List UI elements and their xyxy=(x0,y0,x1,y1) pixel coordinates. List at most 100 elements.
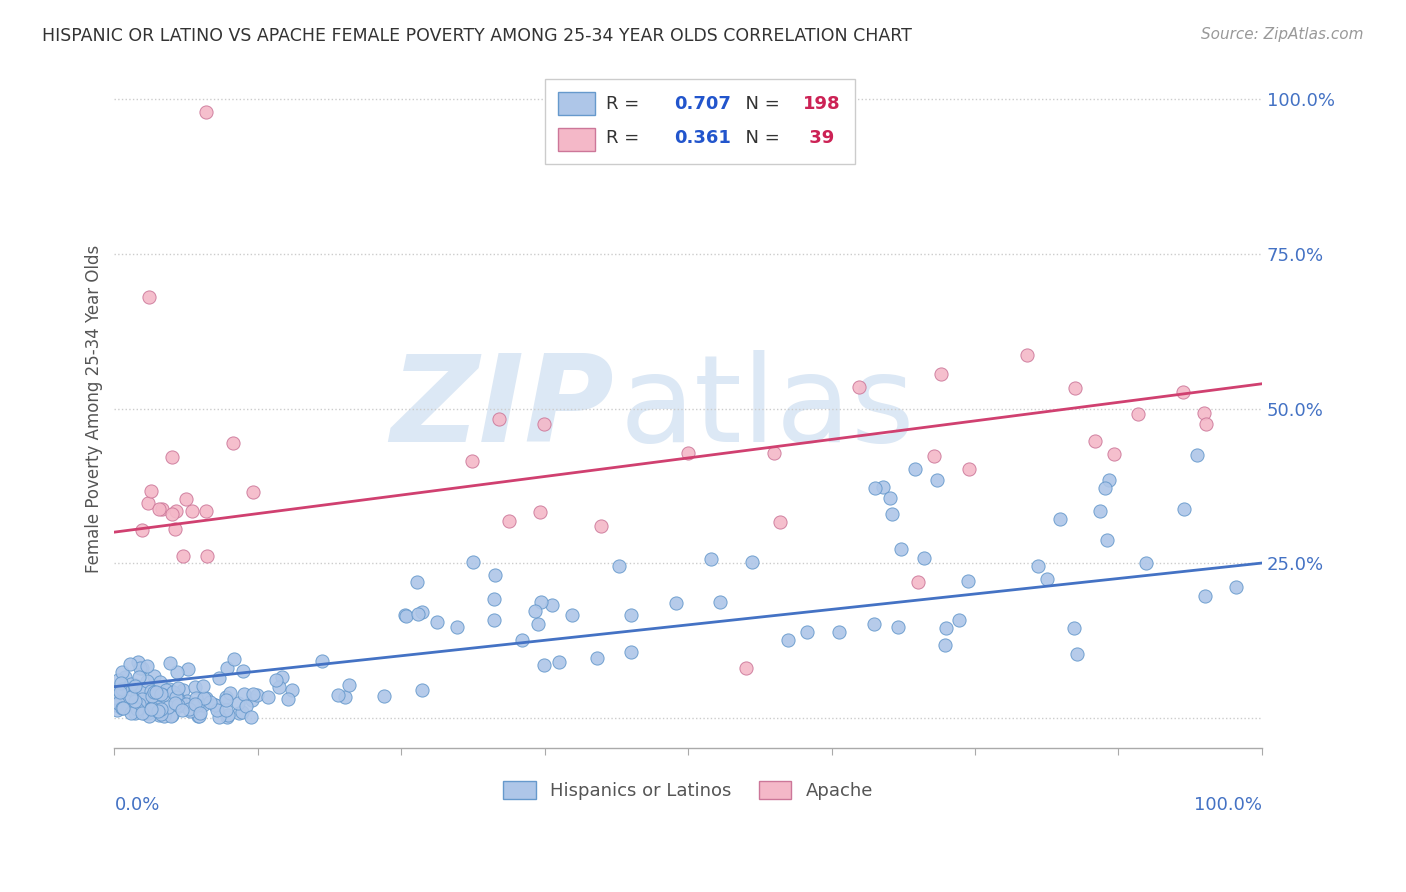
Point xyxy=(136,659,159,673)
Point xyxy=(1036,572,1059,586)
Point xyxy=(160,709,183,723)
Point xyxy=(107,673,129,688)
Point xyxy=(1192,406,1215,420)
Point xyxy=(195,690,218,705)
Point xyxy=(1185,448,1208,462)
Point xyxy=(184,697,207,711)
Point xyxy=(224,651,246,665)
Point xyxy=(922,449,945,463)
Point xyxy=(124,694,146,708)
Point xyxy=(138,709,160,723)
Point xyxy=(166,690,188,704)
Point xyxy=(523,604,546,618)
Point xyxy=(1171,384,1194,399)
Point xyxy=(411,605,433,619)
Point xyxy=(482,592,505,607)
Text: N =: N = xyxy=(734,128,786,147)
Point xyxy=(394,609,416,624)
Point xyxy=(120,690,142,704)
Point xyxy=(156,700,179,714)
Point xyxy=(159,682,181,697)
Point xyxy=(148,705,170,719)
FancyBboxPatch shape xyxy=(558,92,595,115)
Point xyxy=(124,680,146,694)
Point xyxy=(934,638,956,652)
Point xyxy=(111,700,134,714)
Point xyxy=(174,491,197,506)
Point xyxy=(208,710,231,724)
Point xyxy=(163,522,186,536)
Point xyxy=(848,380,870,394)
Point xyxy=(128,669,150,683)
Point xyxy=(110,676,132,690)
Point xyxy=(153,705,176,719)
Point xyxy=(136,706,159,720)
Point xyxy=(155,682,177,697)
Point xyxy=(148,674,170,689)
Point xyxy=(406,575,429,590)
Point xyxy=(111,701,134,715)
Point xyxy=(160,507,183,521)
Point xyxy=(242,687,264,701)
Point xyxy=(734,661,756,675)
Point xyxy=(138,701,160,715)
Point xyxy=(176,694,198,708)
Point xyxy=(912,550,935,565)
Point xyxy=(240,693,263,707)
Point xyxy=(1063,622,1085,636)
Point xyxy=(139,702,162,716)
Point xyxy=(281,683,304,698)
Point xyxy=(105,698,128,712)
Point xyxy=(561,608,583,623)
Point xyxy=(865,481,887,495)
Point xyxy=(165,696,187,710)
Point xyxy=(529,505,551,519)
Text: 0.361: 0.361 xyxy=(675,128,731,147)
Point xyxy=(150,502,173,516)
Point xyxy=(169,695,191,709)
Point xyxy=(256,690,278,705)
Point xyxy=(548,656,571,670)
Point xyxy=(141,699,163,714)
Point xyxy=(128,661,150,675)
Point xyxy=(533,657,555,672)
Point xyxy=(925,473,948,487)
Text: atlas: atlas xyxy=(619,350,915,467)
Point xyxy=(152,689,174,703)
Point xyxy=(166,665,188,679)
Point xyxy=(1049,512,1071,526)
Point xyxy=(337,678,360,692)
Point xyxy=(242,485,264,500)
Text: 0.0%: 0.0% xyxy=(114,796,160,814)
Point xyxy=(172,549,194,563)
Point xyxy=(676,445,699,459)
Point xyxy=(153,709,176,723)
Point xyxy=(1088,504,1111,518)
Text: R =: R = xyxy=(606,128,644,147)
Point xyxy=(907,574,929,589)
Point xyxy=(1194,589,1216,603)
Point xyxy=(219,685,242,699)
Legend: Hispanics or Latinos, Apache: Hispanics or Latinos, Apache xyxy=(496,773,880,807)
Point xyxy=(122,698,145,713)
Point xyxy=(1173,502,1195,516)
Point xyxy=(311,654,333,668)
Point xyxy=(170,703,193,717)
Y-axis label: Female Poverty Among 25-34 Year Olds: Female Poverty Among 25-34 Year Olds xyxy=(86,244,103,573)
Point xyxy=(406,607,429,621)
Point xyxy=(589,518,612,533)
Point xyxy=(929,367,952,381)
Point xyxy=(533,417,555,432)
Point xyxy=(149,687,172,701)
Point xyxy=(165,504,187,518)
Point xyxy=(665,597,688,611)
Point xyxy=(1225,580,1247,594)
Point xyxy=(890,542,912,557)
Point xyxy=(957,461,980,475)
Point xyxy=(828,625,851,640)
Point xyxy=(127,655,149,669)
Point xyxy=(207,703,229,717)
Text: 39: 39 xyxy=(803,128,834,147)
Point xyxy=(1064,381,1087,395)
Point xyxy=(186,698,208,712)
